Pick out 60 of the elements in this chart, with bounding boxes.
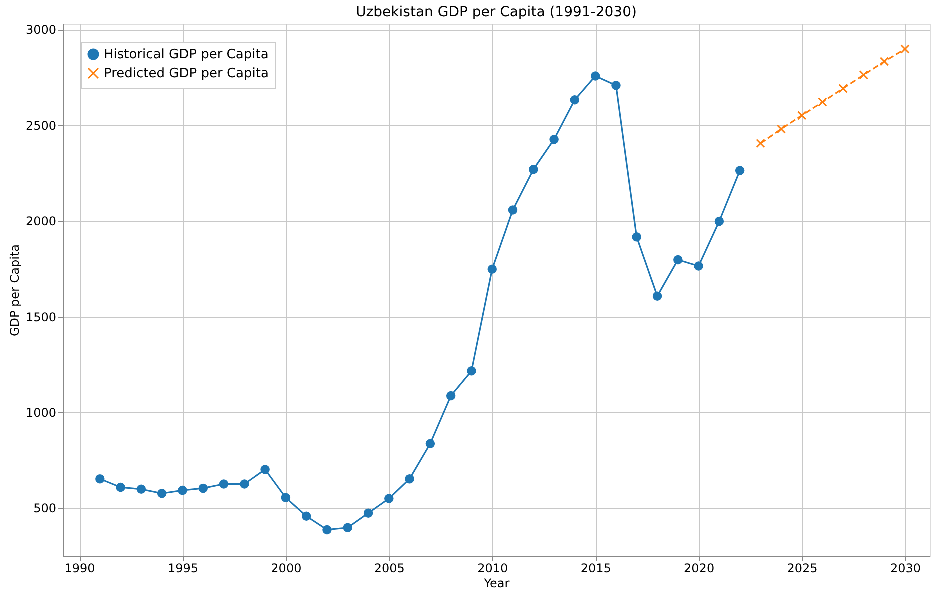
- point: [550, 134, 559, 144]
- point: [632, 232, 642, 242]
- legend-label: Predicted GDP per Capita: [104, 66, 269, 82]
- point: [508, 206, 518, 215]
- point: [735, 166, 745, 176]
- point: [880, 57, 890, 66]
- point: [364, 508, 374, 518]
- y-tick-label: 2000: [26, 214, 56, 229]
- x-tick-label: 1995: [168, 562, 198, 576]
- y-tick-label: 500: [34, 502, 56, 516]
- x-tick-label: 2010: [478, 562, 508, 576]
- x-tick-label: 2020: [684, 562, 715, 576]
- point: [776, 124, 786, 134]
- y-tick-label: 1000: [26, 406, 56, 420]
- point: [612, 81, 621, 90]
- point: [96, 474, 105, 484]
- x-tick-label: 2025: [787, 562, 818, 576]
- point: [446, 391, 456, 401]
- x-tick-label: 2005: [374, 562, 405, 576]
- point: [240, 480, 250, 489]
- point: [157, 489, 167, 498]
- point: [116, 482, 126, 492]
- point: [384, 494, 394, 504]
- x-tick-label: 2030: [890, 562, 921, 576]
- point: [818, 98, 828, 107]
- point: [219, 480, 229, 489]
- point: [652, 292, 662, 301]
- legend-label: Historical GDP per Capita: [104, 48, 269, 62]
- point: [838, 84, 848, 94]
- y-tick-label: 3000: [26, 23, 56, 38]
- x-tick-label: 2015: [580, 562, 612, 576]
- point: [756, 138, 766, 148]
- x-tick-label: 1990: [64, 562, 96, 576]
- point: [529, 165, 538, 174]
- point: [136, 484, 146, 494]
- chart-title: Uzbekistan GDP per Capita (1991-2030): [356, 4, 637, 21]
- point: [302, 512, 312, 521]
- point: [859, 70, 869, 80]
- point: [426, 439, 436, 448]
- point: [488, 264, 497, 274]
- point: [797, 111, 807, 120]
- point: [405, 474, 414, 484]
- point: [198, 484, 208, 494]
- point: [590, 72, 600, 81]
- x-tick-label: 2000: [271, 562, 302, 576]
- point: [178, 486, 188, 496]
- point: [900, 44, 910, 54]
- point: [570, 96, 580, 105]
- point: [343, 523, 352, 532]
- point: [714, 216, 724, 226]
- point: [281, 493, 291, 502]
- y-tick-label: 1500: [26, 310, 56, 324]
- y-tick-label: 2500: [26, 118, 56, 133]
- x-axis-title: Year: [483, 576, 510, 590]
- point: [322, 525, 332, 535]
- point: [467, 366, 476, 376]
- point: [674, 255, 683, 265]
- point: [260, 465, 270, 474]
- y-axis-title: GDP per Capita: [8, 244, 22, 337]
- point: [694, 262, 704, 271]
